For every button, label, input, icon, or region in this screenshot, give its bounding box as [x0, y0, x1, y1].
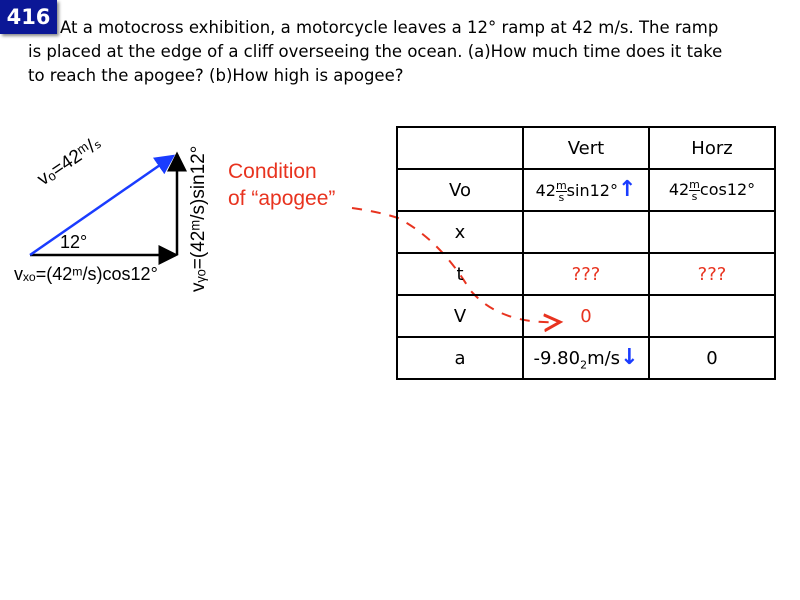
vy-label: vᵧₒ=(42ᵐ/s)sin12°: [188, 145, 209, 292]
row-label: Vo: [396, 168, 524, 212]
table-header-row: Vert Horz: [396, 126, 776, 170]
apogee-annotation: Condition of “apogee”: [228, 158, 335, 212]
table-row: Vo 42 m s sin12°↑ 42 m s cos12°: [396, 168, 776, 212]
table-row: V 0: [396, 294, 776, 338]
table-row: t ??? ???: [396, 252, 776, 296]
a-vert-unit: m/s: [587, 347, 621, 369]
question-line-1: At a motocross exhibition, a motorcycle …: [60, 18, 719, 37]
question-line-2: is placed at the edge of a cliff oversee…: [28, 42, 723, 61]
header-vert: Vert: [522, 126, 650, 170]
a-vert-subscript: 2: [580, 358, 588, 372]
table-row: a -9.802m/s↓ 0: [396, 336, 776, 380]
row-label: V: [396, 294, 524, 338]
v-vert-cell: 0: [522, 294, 650, 338]
down-arrow-icon: ↓: [620, 344, 639, 370]
a-vert-cell: -9.802m/s↓: [522, 336, 650, 380]
row-label: x: [396, 210, 524, 254]
annotation-line-1: Condition: [228, 160, 317, 183]
row-label: t: [396, 252, 524, 296]
t-horz-cell: ???: [648, 252, 776, 296]
v-horz-cell: [648, 294, 776, 338]
header-horz: Horz: [648, 126, 776, 170]
up-arrow-icon: ↑: [617, 177, 637, 202]
question-line-3: to reach the apogee? (b)How high is apog…: [28, 66, 404, 85]
v0-arrow: [29, 154, 176, 257]
vo-vert-num: 42: [535, 181, 556, 200]
angle-label: 12°: [60, 232, 88, 252]
a-vert-value: -9.80: [533, 347, 581, 369]
vo-horz-fn: cos12°: [699, 179, 756, 199]
kinematics-table: Vert Horz Vo 42 m s sin12°↑ 42 m s cos12° x t …: [396, 126, 776, 380]
problem-number-badge: 416: [0, 0, 57, 34]
vo-vert-cell: 42 m s sin12°↑: [522, 168, 650, 212]
x-vert-cell: [522, 210, 650, 254]
vo-horz-num: 42: [668, 179, 690, 199]
x-horz-cell: [648, 210, 776, 254]
vx-label: vₓₒ=(42ᵐ/s)cos12°: [14, 264, 158, 284]
a-horz-cell: 0: [648, 336, 776, 380]
vo-horz-cell: 42 m s cos12°: [648, 168, 776, 212]
table-row: x: [396, 210, 776, 254]
header-empty: [396, 126, 524, 170]
row-label: a: [396, 336, 524, 380]
t-vert-cell: ???: [522, 252, 650, 296]
annotation-line-2: of “apogee”: [228, 187, 336, 210]
vo-vert-fn: sin12°: [566, 181, 618, 200]
